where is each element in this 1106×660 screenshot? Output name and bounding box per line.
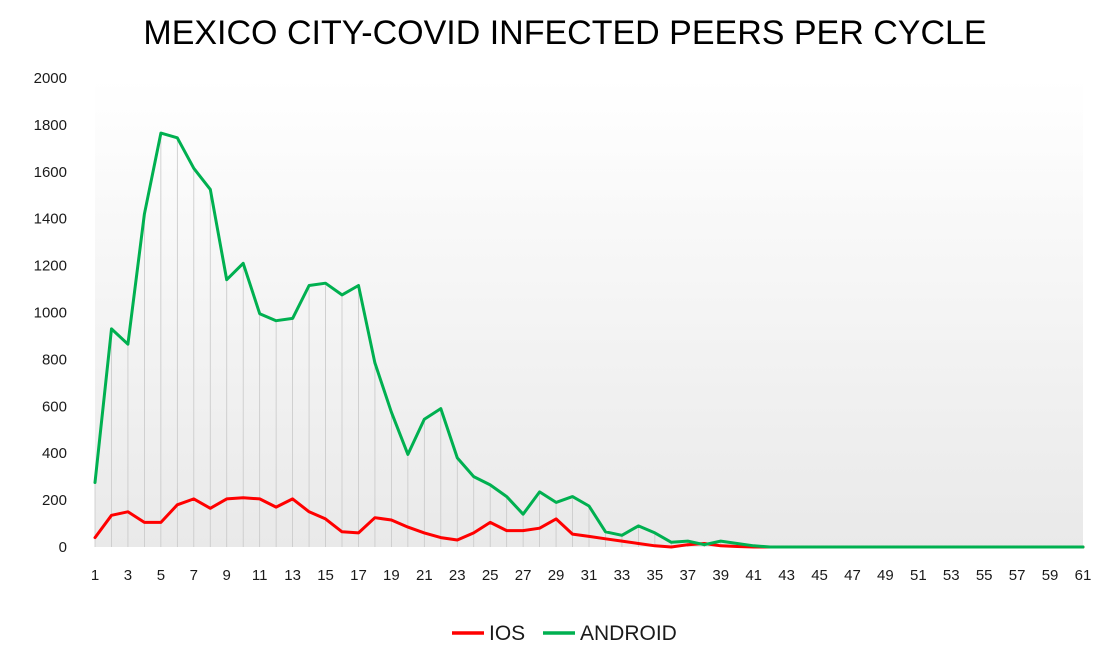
y-tick-label: 0 [59, 539, 67, 556]
x-tick-label: 1 [91, 567, 99, 584]
x-tick-label: 13 [284, 567, 301, 584]
x-tick-label: 57 [1009, 567, 1026, 584]
x-tick-label: 15 [317, 567, 334, 584]
y-tick-label: 1400 [34, 211, 67, 228]
y-tick-label: 2000 [34, 70, 67, 87]
x-tick-label: 35 [647, 567, 664, 584]
x-tick-label: 49 [877, 567, 894, 584]
x-tick-label: 31 [581, 567, 598, 584]
x-tick-label: 5 [157, 567, 165, 584]
x-tick-label: 19 [383, 567, 400, 584]
x-tick-label: 39 [712, 567, 729, 584]
x-tick-label: 33 [614, 567, 631, 584]
x-tick-label: 51 [910, 567, 927, 584]
y-tick-label: 1800 [34, 117, 67, 134]
x-tick-label: 7 [190, 567, 198, 584]
y-tick-label: 1000 [34, 305, 67, 322]
chart-title: MEXICO CITY-COVID INFECTED PEERS PER CYC… [143, 14, 986, 52]
x-tick-label: 47 [844, 567, 861, 584]
y-tick-label: 800 [42, 351, 67, 368]
x-tick-label: 37 [679, 567, 696, 584]
x-tick-label: 9 [223, 567, 231, 584]
x-tick-label: 59 [1042, 567, 1059, 584]
x-tick-label: 43 [778, 567, 795, 584]
y-tick-label: 1600 [34, 164, 67, 181]
y-tick-label: 200 [42, 492, 67, 509]
x-tick-label: 25 [482, 567, 499, 584]
x-tick-label: 55 [976, 567, 993, 584]
x-tick-label: 23 [449, 567, 466, 584]
y-tick-label: 600 [42, 398, 67, 415]
x-tick-label: 29 [548, 567, 565, 584]
y-tick-label: 400 [42, 445, 67, 462]
x-tick-label: 45 [811, 567, 828, 584]
legend-label-android: ANDROID [580, 622, 677, 645]
series-line-android [93, 131, 1085, 549]
x-tick-label: 17 [350, 567, 367, 584]
x-tick-label: 41 [745, 567, 762, 584]
x-tick-label: 21 [416, 567, 433, 584]
x-tick-label: 61 [1075, 567, 1092, 584]
x-tick-label: 11 [252, 567, 268, 584]
x-tick-label: 53 [943, 567, 960, 584]
x-tick-label: 3 [124, 567, 132, 584]
y-tick-label: 1200 [34, 258, 67, 275]
x-tick-label: 27 [515, 567, 532, 584]
legend-label-ios: IOS [489, 622, 525, 645]
